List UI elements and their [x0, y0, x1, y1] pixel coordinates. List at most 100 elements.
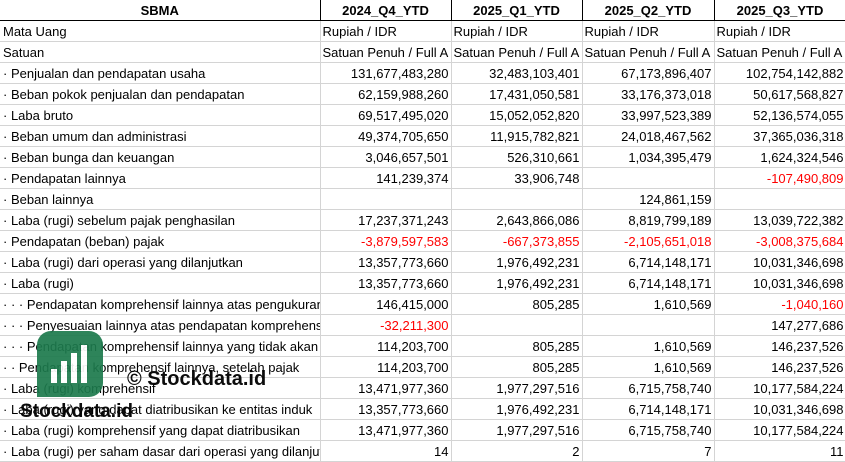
cell-value[interactable]: 69,517,495,020: [320, 104, 452, 126]
cell-value[interactable]: 13,471,977,360: [320, 377, 452, 399]
cell-value[interactable]: 124,861,159: [582, 188, 715, 210]
cell-value[interactable]: 37,365,036,318: [714, 125, 845, 147]
cell-value[interactable]: Satuan Penuh / Full A: [451, 41, 583, 63]
cell-value[interactable]: 6,714,148,171: [582, 251, 715, 273]
cell-value[interactable]: [582, 167, 715, 189]
row-label[interactable]: · Laba (rugi) dari operasi yang dilanjut…: [0, 251, 321, 273]
cell-value[interactable]: [451, 314, 583, 336]
cell-value[interactable]: 52,136,574,055: [714, 104, 845, 126]
row-label[interactable]: · Beban pokok penjualan dan pendapatan: [0, 83, 321, 105]
row-label[interactable]: · Beban umum dan administrasi: [0, 125, 321, 147]
cell-value[interactable]: 6,715,758,740: [582, 377, 715, 399]
row-label[interactable]: · Laba (rugi) yang dapat diatribusikan k…: [0, 398, 321, 420]
cell-value[interactable]: 33,906,748: [451, 167, 583, 189]
cell-value[interactable]: 11,915,782,821: [451, 125, 583, 147]
cell-value[interactable]: -3,008,375,684: [714, 230, 845, 252]
cell-value[interactable]: 114,203,700: [320, 335, 452, 357]
cell-value[interactable]: 1,976,492,231: [451, 398, 583, 420]
row-label[interactable]: · Beban bunga dan keuangan: [0, 146, 321, 168]
header-2025-q3[interactable]: 2025_Q3_YTD: [714, 0, 845, 21]
row-label[interactable]: Mata Uang: [0, 20, 321, 42]
cell-value[interactable]: 1,977,297,516: [451, 377, 583, 399]
cell-value[interactable]: 10,177,584,224: [714, 377, 845, 399]
cell-value[interactable]: 6,714,148,171: [582, 398, 715, 420]
cell-value[interactable]: 17,237,371,243: [320, 209, 452, 231]
cell-value[interactable]: 6,715,758,740: [582, 419, 715, 441]
cell-value[interactable]: 6,714,148,171: [582, 272, 715, 294]
header-2025-q1[interactable]: 2025_Q1_YTD: [451, 0, 583, 21]
row-label[interactable]: · · · Penyesuaian lainnya atas pendapata…: [0, 314, 321, 336]
cell-value[interactable]: [320, 188, 452, 210]
row-label[interactable]: · Laba (rugi) sebelum pajak penghasilan: [0, 209, 321, 231]
cell-value[interactable]: 1,624,324,546: [714, 146, 845, 168]
cell-value[interactable]: 14: [320, 440, 452, 462]
cell-value[interactable]: 10,031,346,698: [714, 272, 845, 294]
cell-value[interactable]: 67,173,896,407: [582, 62, 715, 84]
cell-value[interactable]: 13,357,773,660: [320, 251, 452, 273]
cell-value[interactable]: Satuan Penuh / Full A: [320, 41, 452, 63]
cell-value[interactable]: 805,285: [451, 356, 583, 378]
cell-value[interactable]: -3,879,597,583: [320, 230, 452, 252]
cell-value[interactable]: 8,819,799,189: [582, 209, 715, 231]
cell-value[interactable]: 141,239,374: [320, 167, 452, 189]
cell-value[interactable]: -107,490,809: [714, 167, 845, 189]
cell-value[interactable]: 10,177,584,224: [714, 419, 845, 441]
cell-value[interactable]: Rupiah / IDR: [714, 20, 845, 42]
row-label[interactable]: · Laba (rugi): [0, 272, 321, 294]
cell-value[interactable]: [582, 314, 715, 336]
cell-value[interactable]: 2: [451, 440, 583, 462]
cell-value[interactable]: 10,031,346,698: [714, 398, 845, 420]
cell-value[interactable]: 131,677,483,280: [320, 62, 452, 84]
row-label[interactable]: · Pendapatan (beban) pajak: [0, 230, 321, 252]
cell-value[interactable]: 146,237,526: [714, 335, 845, 357]
cell-value[interactable]: 11: [714, 440, 845, 462]
cell-value[interactable]: 1,610,569: [582, 293, 715, 315]
cell-value[interactable]: 24,018,467,562: [582, 125, 715, 147]
cell-value[interactable]: 13,357,773,660: [320, 272, 452, 294]
cell-value[interactable]: -2,105,651,018: [582, 230, 715, 252]
row-label[interactable]: · Pendapatan lainnya: [0, 167, 321, 189]
row-label[interactable]: · Penjualan dan pendapatan usaha: [0, 62, 321, 84]
cell-value[interactable]: 1,610,569: [582, 356, 715, 378]
cell-value[interactable]: Satuan Penuh / Full A: [714, 41, 845, 63]
header-2025-q2[interactable]: 2025_Q2_YTD: [582, 0, 715, 21]
row-label[interactable]: · Laba (rugi) komprehensif yang dapat di…: [0, 419, 321, 441]
cell-value[interactable]: 146,237,526: [714, 356, 845, 378]
row-label[interactable]: · Beban lainnya: [0, 188, 321, 210]
cell-value[interactable]: Rupiah / IDR: [582, 20, 715, 42]
cell-value[interactable]: 1,976,492,231: [451, 272, 583, 294]
cell-value[interactable]: [714, 188, 845, 210]
cell-value[interactable]: 1,977,297,516: [451, 419, 583, 441]
cell-value[interactable]: -1,040,160: [714, 293, 845, 315]
cell-value[interactable]: 1,976,492,231: [451, 251, 583, 273]
row-label[interactable]: Satuan: [0, 41, 321, 63]
cell-value[interactable]: Satuan Penuh / Full A: [582, 41, 715, 63]
cell-value[interactable]: 32,483,103,401: [451, 62, 583, 84]
cell-value[interactable]: 114,203,700: [320, 356, 452, 378]
cell-value[interactable]: -32,211,300: [320, 314, 452, 336]
row-label[interactable]: · Laba (rugi) per saham dasar dari opera…: [0, 440, 321, 462]
cell-value[interactable]: 15,052,052,820: [451, 104, 583, 126]
cell-value[interactable]: 3,046,657,501: [320, 146, 452, 168]
cell-value[interactable]: 17,431,050,581: [451, 83, 583, 105]
cell-value[interactable]: 50,617,568,827: [714, 83, 845, 105]
cell-value[interactable]: 526,310,661: [451, 146, 583, 168]
cell-value[interactable]: 33,176,373,018: [582, 83, 715, 105]
cell-value[interactable]: 13,039,722,382: [714, 209, 845, 231]
cell-value[interactable]: 1,034,395,479: [582, 146, 715, 168]
cell-value[interactable]: 2,643,866,086: [451, 209, 583, 231]
cell-value[interactable]: 147,277,686: [714, 314, 845, 336]
cell-value[interactable]: -667,373,855: [451, 230, 583, 252]
row-label[interactable]: · Laba bruto: [0, 104, 321, 126]
cell-value[interactable]: Rupiah / IDR: [320, 20, 452, 42]
cell-value[interactable]: 49,374,705,650: [320, 125, 452, 147]
cell-value[interactable]: 10,031,346,698: [714, 251, 845, 273]
cell-value[interactable]: 1,610,569: [582, 335, 715, 357]
cell-value[interactable]: 146,415,000: [320, 293, 452, 315]
row-label[interactable]: · · · Pendapatan komprehensif lainnya at…: [0, 293, 321, 315]
header-ticker[interactable]: SBMA: [0, 0, 321, 21]
cell-value[interactable]: Rupiah / IDR: [451, 20, 583, 42]
cell-value[interactable]: 13,471,977,360: [320, 419, 452, 441]
cell-value[interactable]: 805,285: [451, 335, 583, 357]
cell-value[interactable]: [451, 188, 583, 210]
